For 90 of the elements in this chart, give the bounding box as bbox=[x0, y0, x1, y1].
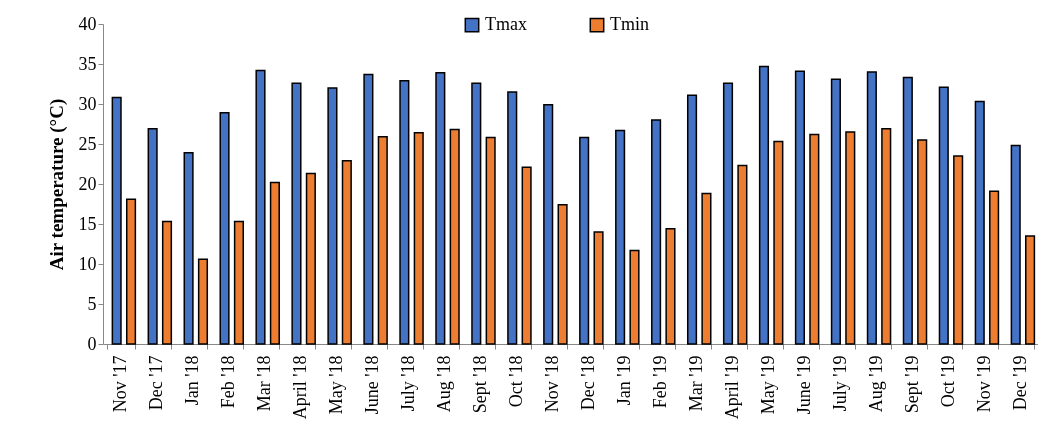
x-tick-label: June '19 bbox=[793, 355, 814, 415]
x-tick-label: April '19 bbox=[721, 355, 742, 420]
bar bbox=[233, 220, 244, 345]
x-tick-label: Dec '17 bbox=[146, 355, 167, 411]
bar bbox=[629, 249, 640, 345]
x-tick-label: Oct '18 bbox=[506, 355, 527, 408]
bar bbox=[737, 164, 748, 345]
x-tick-label: July '18 bbox=[398, 355, 419, 412]
x-tick-label: Jan '18 bbox=[182, 355, 203, 406]
bar bbox=[327, 87, 338, 345]
x-tick-label: Nov '17 bbox=[110, 355, 131, 413]
x-tick-label: Mar '18 bbox=[254, 355, 275, 412]
bar bbox=[866, 71, 877, 345]
bar bbox=[651, 119, 662, 345]
bar bbox=[593, 231, 604, 345]
x-tick-label: Aug '19 bbox=[865, 355, 886, 413]
bar bbox=[686, 94, 698, 345]
bar bbox=[399, 80, 410, 345]
bar bbox=[809, 133, 820, 345]
bar bbox=[305, 172, 316, 345]
bar bbox=[291, 82, 302, 345]
bar bbox=[255, 69, 266, 345]
bar bbox=[341, 160, 352, 345]
y-tick-label: 0 bbox=[87, 333, 97, 354]
x-tick-label: Nov '18 bbox=[542, 355, 563, 413]
bar bbox=[543, 104, 554, 345]
y-tick-label: 5 bbox=[87, 293, 97, 314]
bar bbox=[579, 136, 590, 345]
bar bbox=[989, 190, 1000, 345]
bar bbox=[615, 129, 626, 345]
bar bbox=[435, 72, 446, 345]
bar bbox=[111, 96, 122, 345]
bar bbox=[219, 112, 230, 345]
bar bbox=[665, 228, 676, 345]
bar bbox=[902, 76, 913, 345]
y-tick-label: 10 bbox=[78, 253, 97, 274]
legend-label: Tmin bbox=[610, 14, 649, 35]
bar bbox=[161, 220, 173, 345]
bar bbox=[269, 181, 280, 345]
bar bbox=[485, 136, 496, 345]
bar bbox=[507, 91, 518, 345]
bar bbox=[1025, 235, 1036, 345]
x-tick-label: Jan '19 bbox=[613, 355, 634, 406]
x-tick-label: June '18 bbox=[362, 355, 383, 415]
legend-label: Tmax bbox=[485, 14, 527, 35]
y-tick-label: 25 bbox=[78, 133, 97, 154]
x-tick-label: Feb '18 bbox=[218, 355, 239, 409]
y-axis-title: Air temperature (°C) bbox=[45, 98, 68, 271]
bar bbox=[794, 70, 805, 345]
bar bbox=[917, 139, 928, 345]
bar bbox=[147, 128, 158, 345]
bar bbox=[521, 166, 532, 345]
y-tick-label: 15 bbox=[78, 213, 97, 234]
x-tick-label: April '18 bbox=[290, 355, 311, 420]
bar bbox=[183, 152, 194, 345]
x-tick-label: Dec '18 bbox=[577, 355, 598, 411]
bar bbox=[953, 155, 964, 345]
x-tick-label: Oct '19 bbox=[937, 355, 958, 408]
x-tick-label: Aug '18 bbox=[434, 355, 455, 413]
x-tick-label: Mar '19 bbox=[685, 355, 706, 412]
bar bbox=[377, 136, 388, 345]
x-tick-label: Sept '18 bbox=[470, 355, 491, 414]
bar bbox=[938, 86, 949, 345]
y-tick-label: 20 bbox=[78, 173, 97, 194]
bar bbox=[471, 82, 482, 345]
y-tick-label: 40 bbox=[78, 13, 97, 34]
bar bbox=[557, 204, 568, 345]
bar bbox=[449, 128, 460, 345]
x-tick-label: Dec '19 bbox=[1009, 355, 1030, 411]
bar bbox=[830, 78, 841, 345]
bar bbox=[845, 131, 856, 345]
bar bbox=[722, 82, 734, 345]
x-tick-label: May '18 bbox=[326, 355, 347, 415]
bar bbox=[881, 128, 892, 345]
y-tick-label: 35 bbox=[78, 53, 97, 74]
bar bbox=[1010, 144, 1021, 345]
bar bbox=[974, 100, 985, 345]
x-tick-label: July '19 bbox=[829, 355, 850, 412]
x-tick-label: Sept '19 bbox=[901, 355, 922, 414]
x-tick-label: May '19 bbox=[757, 355, 778, 415]
x-tick-label: Feb '19 bbox=[649, 355, 670, 409]
bar bbox=[758, 65, 770, 345]
bar bbox=[125, 198, 137, 345]
bar bbox=[773, 140, 784, 345]
bar bbox=[413, 132, 424, 345]
bar bbox=[701, 192, 712, 345]
x-tick-label: Nov '19 bbox=[973, 355, 994, 413]
y-tick-label: 30 bbox=[78, 93, 97, 114]
bar bbox=[197, 258, 209, 345]
bar bbox=[363, 73, 374, 345]
